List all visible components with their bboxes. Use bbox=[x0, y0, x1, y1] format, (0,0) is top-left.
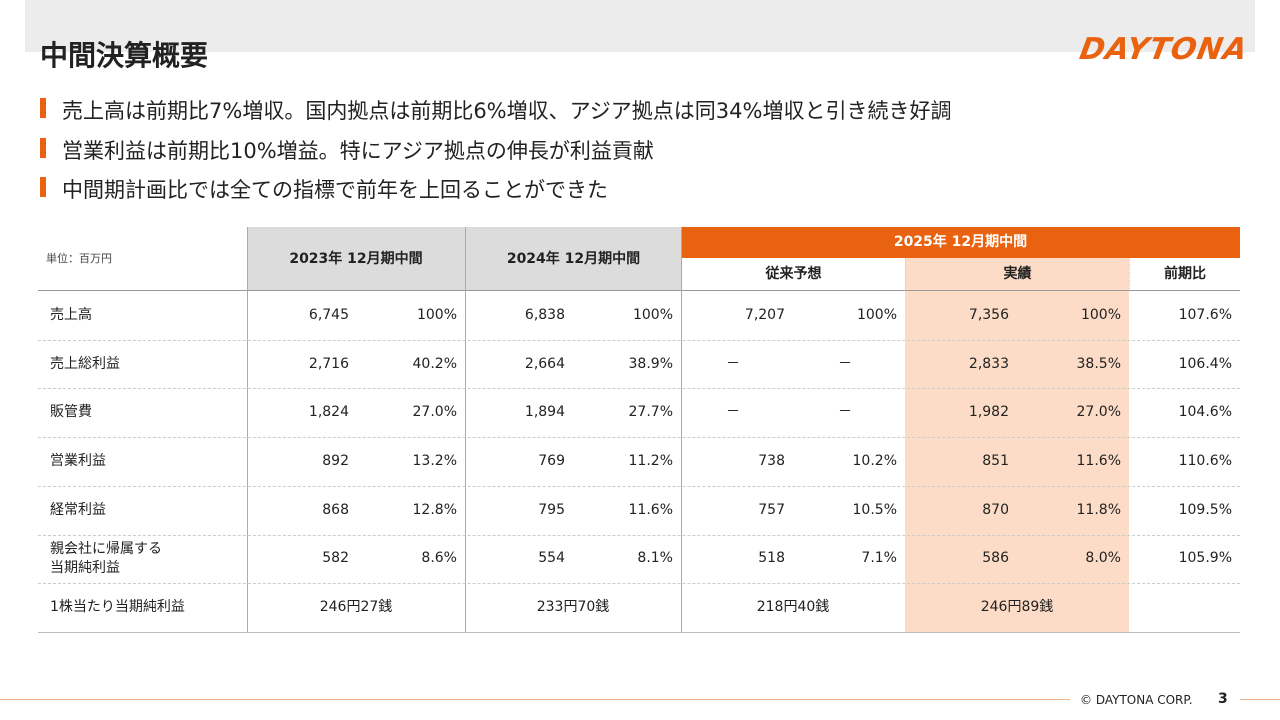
bullet-marker bbox=[40, 98, 46, 118]
header-cell: 2025年 12月期中間 bbox=[681, 227, 1240, 258]
cell: 8.0% bbox=[1085, 550, 1121, 567]
header-cell: 2024年 12月期中間 bbox=[465, 227, 681, 291]
cell: 246円89銭 bbox=[980, 599, 1054, 616]
cell: － bbox=[838, 355, 852, 372]
cell: － bbox=[726, 355, 740, 372]
cell: 892 bbox=[322, 452, 349, 469]
cell: 12.8% bbox=[412, 501, 457, 518]
cell: 104.6% bbox=[1178, 404, 1232, 421]
cell: 109.5% bbox=[1178, 501, 1232, 518]
actual-bg bbox=[905, 291, 1129, 632]
bullet-text: 売上高は前期比7%増収。国内拠点は前期比6%増収、アジア拠点は同34%増収と引き… bbox=[62, 99, 952, 123]
row-rule bbox=[38, 583, 1240, 585]
cell: 851 bbox=[982, 452, 1009, 469]
row-label: 営業利益 bbox=[50, 452, 106, 469]
row-label: 売上総利益 bbox=[50, 355, 120, 372]
unit-label: 単位：百万円 bbox=[46, 252, 112, 265]
cell: 110.6% bbox=[1178, 452, 1232, 469]
cell: 40.2% bbox=[412, 355, 457, 372]
footer-line bbox=[1240, 699, 1280, 700]
bullet-marker bbox=[40, 177, 46, 197]
cell: 2,716 bbox=[308, 355, 349, 372]
row-rule bbox=[38, 485, 1240, 487]
cell: 100% bbox=[1080, 306, 1121, 323]
row-label: 販管費 bbox=[50, 404, 92, 421]
cell: 7.1% bbox=[861, 550, 897, 567]
cell: 1,982 bbox=[968, 404, 1009, 421]
cell: 554 bbox=[538, 550, 565, 567]
cell: 518 bbox=[758, 550, 785, 567]
cell: 6,838 bbox=[524, 306, 565, 323]
cell: 10.2% bbox=[852, 452, 897, 469]
cell: 218円40銭 bbox=[756, 599, 830, 616]
top-band bbox=[25, 0, 1255, 52]
cell: 2,664 bbox=[524, 355, 565, 372]
cell: 106.4% bbox=[1178, 355, 1232, 372]
logo: DAYTONA bbox=[1076, 32, 1251, 67]
copyright: © DAYTONA CORP. bbox=[1080, 693, 1193, 707]
cell: 27.0% bbox=[1076, 404, 1121, 421]
row-rule bbox=[38, 437, 1240, 439]
cell: 27.0% bbox=[412, 404, 457, 421]
bullet-text: 中間期計画比では全ての指標で前年を上回ることができた bbox=[62, 178, 608, 202]
bullet-text: 営業利益は前期比10%増益。特にアジア拠点の伸長が利益貢献 bbox=[62, 138, 654, 163]
cell: 100% bbox=[632, 306, 673, 323]
row-rule bbox=[38, 534, 1240, 536]
cell: 1,894 bbox=[524, 404, 565, 421]
header-cell: 実績 bbox=[905, 258, 1129, 291]
cell: 38.9% bbox=[628, 355, 673, 372]
rule bbox=[465, 227, 466, 632]
row-rule bbox=[38, 339, 1240, 341]
cell: 795 bbox=[538, 501, 565, 518]
cell: 8.6% bbox=[421, 550, 457, 567]
title: 中間決算概要 bbox=[40, 39, 209, 72]
footer-line bbox=[0, 699, 1070, 700]
header-cell: 従来予想 bbox=[681, 258, 905, 291]
row-label: 親会社に帰属する 当期純利益 bbox=[50, 540, 162, 576]
cell: 246円27銭 bbox=[319, 599, 393, 616]
cell: 769 bbox=[538, 452, 565, 469]
cell: 10.5% bbox=[852, 501, 897, 518]
header-cell: 前期比 bbox=[1129, 258, 1240, 291]
cell: 233円70銭 bbox=[536, 599, 610, 616]
cell: 7,207 bbox=[744, 306, 785, 323]
cell: 582 bbox=[322, 550, 349, 567]
cell: 105.9% bbox=[1178, 550, 1232, 567]
cell: 757 bbox=[758, 501, 785, 518]
cell: 7,356 bbox=[968, 306, 1009, 323]
rule bbox=[681, 227, 682, 632]
cell: 11.6% bbox=[1076, 452, 1121, 469]
page-number: 3 bbox=[1218, 691, 1228, 707]
cell: 870 bbox=[982, 501, 1009, 518]
row-rule bbox=[38, 388, 1240, 390]
cell: 8.1% bbox=[637, 550, 673, 567]
cell: 2,833 bbox=[968, 355, 1009, 372]
cell: 11.8% bbox=[1076, 501, 1121, 518]
cell: 38.5% bbox=[1076, 355, 1121, 372]
cell: 586 bbox=[982, 550, 1009, 567]
row-label: 1株当たり当期純利益 bbox=[50, 599, 185, 616]
header-cell: 2023年 12月期中間 bbox=[247, 227, 465, 291]
row-label: 経常利益 bbox=[50, 501, 106, 518]
row-rule bbox=[38, 631, 1240, 633]
cell: － bbox=[838, 404, 852, 421]
cell: 1,824 bbox=[308, 404, 349, 421]
rule bbox=[247, 227, 248, 632]
cell: － bbox=[726, 404, 740, 421]
bullet-marker bbox=[40, 137, 46, 158]
cell: 27.7% bbox=[628, 404, 673, 421]
cell: 868 bbox=[322, 501, 349, 518]
rule bbox=[38, 290, 1240, 291]
cell: 100% bbox=[416, 306, 457, 323]
cell: 13.2% bbox=[412, 452, 457, 469]
cell: 738 bbox=[758, 452, 785, 469]
row-label: 売上高 bbox=[50, 306, 92, 323]
cell: 100% bbox=[856, 306, 897, 323]
cell: 11.2% bbox=[628, 452, 673, 469]
cell: 6,745 bbox=[308, 306, 349, 323]
cell: 11.6% bbox=[628, 501, 673, 518]
cell: 107.6% bbox=[1178, 306, 1232, 323]
